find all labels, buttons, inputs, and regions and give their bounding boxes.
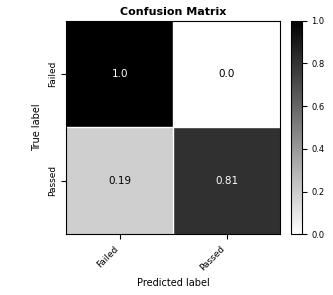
Text: 0.81: 0.81 <box>215 176 238 186</box>
Y-axis label: True label: True label <box>32 104 42 151</box>
Text: 0.0: 0.0 <box>219 69 235 79</box>
X-axis label: Predicted label: Predicted label <box>137 278 210 288</box>
Title: Confusion Matrix: Confusion Matrix <box>120 7 226 17</box>
Text: 1.0: 1.0 <box>112 69 128 79</box>
Text: 0.19: 0.19 <box>108 176 132 186</box>
